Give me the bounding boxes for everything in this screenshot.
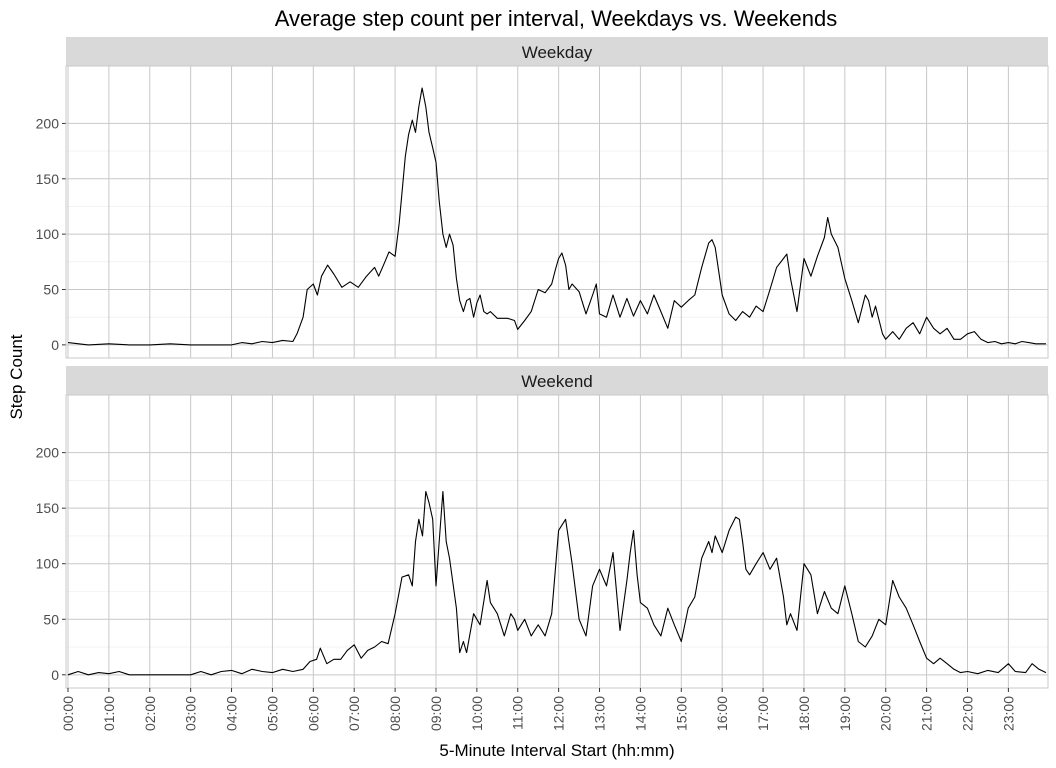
x-tick-label: 10:00 xyxy=(469,696,485,731)
strip-weekend xyxy=(66,366,1048,395)
x-tick-label: 00:00 xyxy=(60,696,76,731)
y-tick-label: 100 xyxy=(36,226,60,242)
x-tick-label: 14:00 xyxy=(632,696,648,731)
x-tick-label: 15:00 xyxy=(673,696,689,731)
y-tick-label: 50 xyxy=(43,282,59,298)
x-tick-label: 22:00 xyxy=(960,696,976,731)
x-tick-label: 06:00 xyxy=(305,696,321,731)
panel-border xyxy=(65,394,1049,689)
panel-weekend: 0 50 100 150 200 xyxy=(36,394,1049,689)
x-tick-label: 09:00 xyxy=(428,696,444,731)
panel-border xyxy=(65,65,1049,359)
x-tick-label: 03:00 xyxy=(183,696,199,731)
y-tick-label: 100 xyxy=(36,556,60,572)
y-tick-label: 0 xyxy=(51,667,59,683)
chart-title: Average step count per interval, Weekday… xyxy=(275,6,838,31)
x-axis-title: 5-Minute Interval Start (hh:mm) xyxy=(439,741,674,760)
x-tick-label: 20:00 xyxy=(878,696,894,731)
x-tick-label: 23:00 xyxy=(1000,696,1016,731)
x-axis: 00:00 01:00 02:00 03:00 04:00 05:00 06:00 07:00… xyxy=(60,688,1016,731)
y-tick-label: 200 xyxy=(36,445,60,461)
strip-label-weekend: Weekend xyxy=(521,372,593,391)
panel-background xyxy=(66,395,1048,688)
y-axis-title: Step Count xyxy=(7,334,26,419)
x-tick-label: 13:00 xyxy=(592,696,608,731)
x-tick-label: 17:00 xyxy=(755,696,771,731)
series-line-weekday xyxy=(67,87,1046,346)
x-tick-label: 12:00 xyxy=(551,696,567,731)
x-tick-label: 05:00 xyxy=(264,696,280,731)
strip-weekday xyxy=(66,37,1048,66)
y-tick-label: 150 xyxy=(36,171,60,187)
x-tick-label: 04:00 xyxy=(224,696,240,731)
y-tick-label: 200 xyxy=(36,115,60,131)
y-tick-label: 150 xyxy=(36,500,60,516)
panel-background xyxy=(66,66,1048,358)
x-tick-label: 11:00 xyxy=(510,696,526,730)
panel-weekday: 0 50 100 150 200 xyxy=(36,65,1049,359)
y-tick-label: 0 xyxy=(51,337,59,353)
x-tick-label: 19:00 xyxy=(837,696,853,731)
x-tick-label: 01:00 xyxy=(101,696,117,731)
x-tick-label: 02:00 xyxy=(142,696,158,731)
x-tick-label: 07:00 xyxy=(346,696,362,731)
x-tick-label: 16:00 xyxy=(714,696,730,731)
x-tick-label: 18:00 xyxy=(796,696,812,731)
x-tick-label: 08:00 xyxy=(387,696,403,731)
y-tick-label: 50 xyxy=(43,611,59,627)
strip-label-weekday: Weekday xyxy=(522,43,593,62)
series-line-weekend xyxy=(67,490,1047,676)
x-tick-label: 21:00 xyxy=(919,696,935,731)
